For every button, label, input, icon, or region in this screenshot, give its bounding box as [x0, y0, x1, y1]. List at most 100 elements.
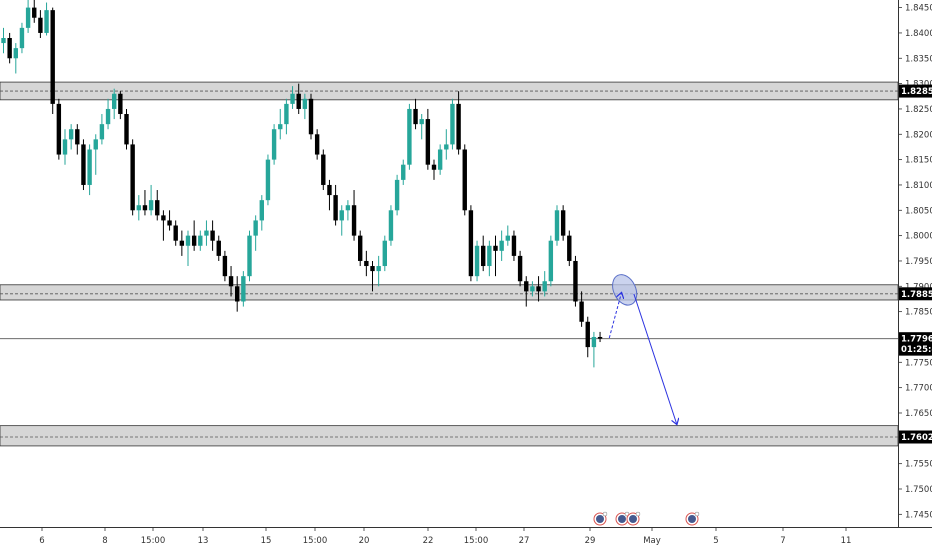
bull-candle — [407, 108, 412, 165]
bull-candle — [62, 139, 68, 155]
bear-candle — [327, 184, 332, 196]
time-tick-label: 15:00 — [464, 536, 489, 546]
bear-candle — [517, 255, 523, 282]
time-axis[interactable]: 6 8 15:00 13 15 15:00 20 22 15:00 27 29 May 5 7 11 — [39, 527, 851, 546]
bull-candle — [93, 139, 98, 150]
bull-candle — [290, 93, 295, 104]
annotations-layer[interactable] — [608, 271, 677, 425]
last-price-tag — [899, 332, 932, 346]
event-icons-layer[interactable] — [593, 511, 700, 526]
support-zone[interactable] — [0, 284, 899, 301]
projection-arrow-up[interactable] — [608, 292, 621, 339]
bull-candle — [591, 336, 597, 348]
price-tick-label: 1.81000 — [905, 181, 932, 191]
bull-candle — [19, 27, 25, 49]
event-icon-2[interactable] — [685, 511, 700, 526]
bull-candle — [450, 103, 455, 145]
bull-candle — [87, 149, 92, 185]
time-tick-label: 11 — [841, 536, 852, 546]
bear-candle — [179, 240, 185, 246]
target-zone[interactable] — [0, 425, 899, 447]
bear-candle — [358, 235, 363, 261]
bear-candle — [216, 240, 221, 256]
time-tick-label: 5 — [713, 536, 718, 546]
bear-candle — [38, 17, 43, 33]
bull-candle — [68, 129, 74, 140]
bear-candle — [321, 154, 326, 185]
bear-candle — [124, 114, 129, 145]
bull-candle — [548, 240, 554, 282]
bear-candle — [468, 210, 474, 277]
bear-candle — [456, 103, 461, 150]
bear-candle — [155, 200, 160, 216]
bear-candle — [191, 235, 197, 246]
bear-candle — [161, 215, 166, 221]
bear-candle — [524, 281, 529, 292]
projection-arrow-down[interactable] — [633, 293, 677, 425]
candles-layer — [1, 0, 603, 368]
zone-mid-tag-label: 1.78852 — [901, 290, 932, 300]
bull-candle — [530, 286, 535, 292]
bull-candle — [99, 124, 105, 140]
bull-candle — [382, 240, 387, 267]
bull-candle — [204, 230, 209, 236]
bull-candle — [148, 200, 154, 211]
earnings-icon[interactable] — [593, 511, 608, 526]
resistance-zone[interactable] — [0, 81, 899, 101]
price-tick-label: 1.77000 — [905, 384, 932, 394]
bear-candle — [579, 301, 584, 322]
bear-candle — [308, 98, 314, 135]
bull-candle — [112, 93, 117, 109]
time-tick-label: 13 — [198, 536, 209, 546]
price-tick-label: 1.82500 — [905, 105, 932, 115]
bear-candle — [32, 7, 37, 18]
time-tick-label: 15:00 — [303, 536, 328, 546]
price-tick-label: 1.75000 — [905, 485, 932, 495]
time-tick-label: 22 — [423, 536, 434, 546]
bull-candle — [198, 235, 203, 246]
bull-candle — [474, 245, 480, 277]
bull-candle — [284, 103, 289, 125]
price-tick-label: 1.82000 — [905, 130, 932, 140]
bear-candle — [167, 220, 172, 226]
bear-candle — [296, 93, 301, 109]
bear-candle — [81, 144, 86, 185]
countdown-tag — [899, 342, 932, 356]
bear-candle — [573, 260, 578, 302]
bull-candle — [247, 235, 252, 277]
bear-candle — [370, 266, 375, 272]
bull-candle — [542, 281, 547, 292]
time-tick-label: 6 — [39, 536, 44, 546]
event-icon[interactable] — [626, 511, 641, 526]
price-tick-label: 1.81500 — [905, 156, 932, 166]
bull-candle — [394, 179, 400, 211]
zone-top-tag-label: 1.82853 — [901, 87, 932, 97]
countdown-tag-label: 01:25:47 — [901, 345, 932, 355]
bear-candle — [567, 235, 572, 261]
bear-candle — [597, 336, 603, 339]
time-tick-label: May — [643, 536, 661, 546]
bull-candle — [185, 235, 191, 246]
bull-candle — [345, 205, 351, 211]
bull-candle — [376, 266, 381, 272]
bear-candle — [493, 245, 498, 251]
bull-candle — [44, 10, 49, 33]
bull-candle — [13, 48, 18, 59]
time-tick-label: 20 — [359, 536, 370, 546]
bull-candle — [419, 119, 424, 125]
bear-candle — [333, 195, 338, 221]
bull-candle — [259, 200, 264, 221]
price-tick-label: 1.80500 — [905, 206, 932, 216]
bull-candle — [487, 245, 492, 267]
bear-candle — [210, 230, 215, 241]
zones-layer — [0, 81, 899, 447]
bear-candle — [462, 149, 467, 211]
bear-candle — [425, 119, 431, 165]
bear-candle — [351, 205, 357, 236]
time-tick-label: 29 — [585, 536, 596, 546]
time-tick-label: 27 — [519, 536, 530, 546]
price-tags-layer: 1.82853 1.78852 1.7796601:25:47 1.76026 — [899, 84, 932, 444]
price-tick-label: 1.84000 — [905, 29, 932, 39]
